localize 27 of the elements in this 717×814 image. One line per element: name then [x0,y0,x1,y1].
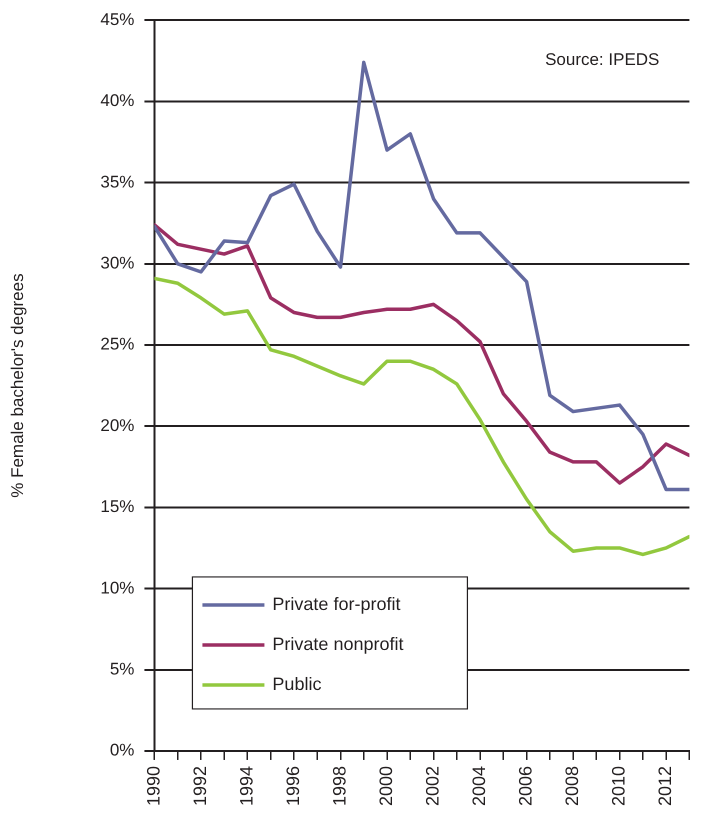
x-tick-label: 2008 [562,766,582,806]
legend-label: Private nonprofit [272,634,404,654]
y-tick-label: 30% [100,253,134,272]
x-tick-label: 2006 [516,766,536,806]
x-tick-label: 1998 [329,766,350,806]
y-tick-label: 45% [100,10,134,29]
x-tick-label: 2004 [469,766,490,806]
y-tick-label: 20% [100,416,134,435]
y-tick-label: 0% [110,740,134,760]
y-tick-label: 10% [100,578,134,598]
x-tick-label: 1992 [190,766,210,806]
y-tick-label: 40% [100,91,134,110]
x-tick-label: 2010 [608,766,629,806]
y-tick-label: 15% [100,497,134,516]
x-tick-label: 2000 [376,766,396,806]
annotation: Source: IPEDS [545,50,660,69]
y-axis-title: % Female bachelor's degrees [8,273,27,498]
x-tick-label: 2012 [655,766,676,806]
x-tick-label: 2002 [422,766,443,806]
legend-label: Private for-profit [272,594,400,614]
y-tick-label: 25% [100,334,134,354]
x-tick-label: 1990 [143,766,164,806]
x-tick-label: 1994 [236,766,256,806]
y-tick-label: 5% [110,659,134,678]
x-tick-label: 1996 [282,766,303,806]
legend-label: Public [272,674,322,694]
y-tick-label: 35% [100,172,134,192]
